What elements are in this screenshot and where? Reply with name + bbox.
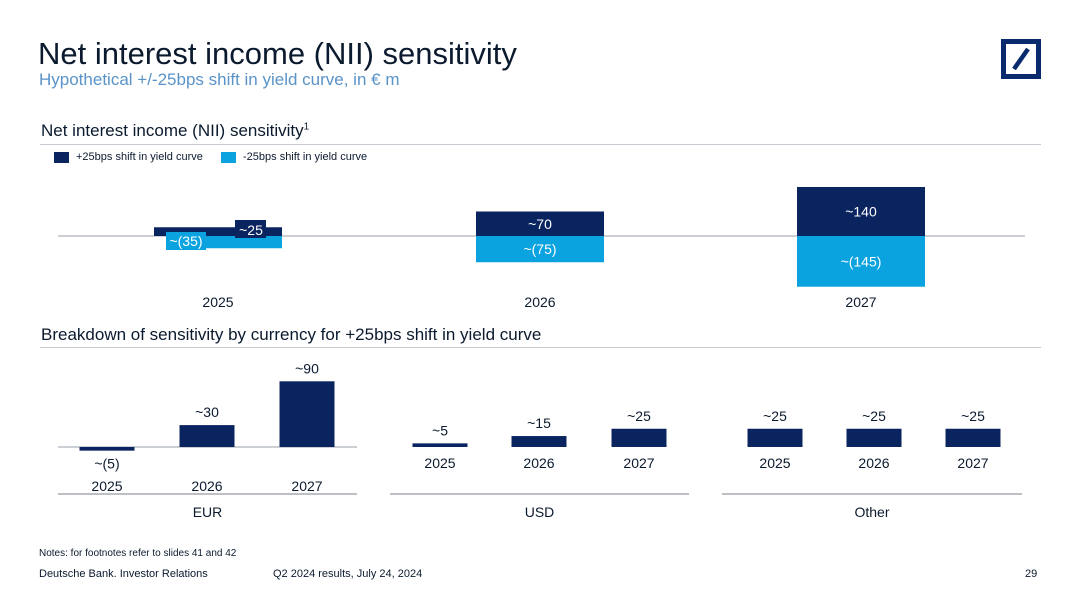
- bar-eur-2027: [279, 381, 335, 447]
- bar-minus25-2026: [476, 236, 604, 263]
- x-label-other-2027: 2027: [957, 455, 988, 471]
- legend-minus-label: -25bps shift in yield curve: [243, 151, 368, 163]
- section1-divider: [40, 144, 1041, 145]
- section1-title: Net interest income (NII) sensitivity1: [41, 121, 310, 140]
- group-label-other: Other: [854, 504, 889, 520]
- label-eur-2027: ~90: [295, 360, 319, 376]
- logo-slash-icon: [1012, 47, 1030, 71]
- bar-plus25-2025: [154, 227, 282, 236]
- bar-usd-2026: [511, 436, 567, 447]
- bar-plus25-2027: [797, 187, 925, 236]
- x-label-usd-2025: 2025: [424, 455, 455, 471]
- x-label-eur-2026: 2026: [191, 478, 222, 494]
- label-plus25-2025: ~25: [239, 222, 263, 238]
- x-label-2025: 2025: [202, 294, 233, 310]
- label-other-2026: ~25: [862, 408, 886, 424]
- bar-eur-2026: [179, 425, 235, 447]
- section2-title: Breakdown of sensitivity by currency for…: [41, 325, 542, 344]
- label-other-2025: ~25: [763, 408, 787, 424]
- group-label-eur: EUR: [193, 504, 223, 520]
- bar-usd-2025: [412, 443, 468, 447]
- label-minus25-2025: ~(35): [169, 233, 202, 249]
- bar-other-2025: [747, 428, 803, 447]
- x-label-other-2026: 2026: [858, 455, 889, 471]
- legend-plus-swatch: [54, 151, 69, 163]
- footer-notes: Notes: for footnotes refer to slides 41 …: [39, 548, 237, 559]
- label-minus25-2027: ~(145): [841, 253, 882, 269]
- legend-plus: +25bps shift in yield curve: [54, 151, 203, 163]
- bar-minus25-2027: [797, 236, 925, 287]
- footer-company: Deutsche Bank. Investor Relations: [39, 568, 208, 580]
- bar-usd-2027: [611, 428, 667, 447]
- label-minus25-2026: ~(75): [523, 241, 556, 257]
- group-label-usd: USD: [525, 504, 555, 520]
- bar-other-2026: [846, 428, 902, 447]
- x-label-2026: 2026: [524, 294, 555, 310]
- x-label-2027: 2027: [845, 294, 876, 310]
- footer-event: Q2 2024 results, July 24, 2024: [273, 568, 423, 580]
- nii-sensitivity-chart: ~(35) ~25 2025 ~70 ~(75) 2026 ~140 ~(145) 2027: [58, 187, 1025, 310]
- legend-minus: -25bps shift in yield curve: [221, 151, 367, 163]
- label-plus25-2026: ~70: [528, 216, 552, 232]
- bar-other-2027: [945, 428, 1001, 447]
- deutsche-bank-logo: [1001, 39, 1041, 79]
- x-label-eur-2025: 2025: [91, 478, 122, 494]
- page-title: Net interest income (NII) sensitivity: [38, 36, 517, 71]
- section2-divider: [40, 347, 1041, 348]
- label-usd-2027: ~25: [627, 408, 651, 424]
- label-eur-2026: ~30: [195, 404, 219, 420]
- label-usd-2026: ~15: [527, 415, 551, 431]
- x-label-usd-2026: 2026: [523, 455, 554, 471]
- label-eur-2025: ~(5): [94, 456, 119, 472]
- x-label-eur-2027: 2027: [291, 478, 322, 494]
- legend-minus-swatch: [221, 151, 236, 163]
- x-label-other-2025: 2025: [759, 455, 790, 471]
- page-subtitle: Hypothetical +/-25bps shift in yield cur…: [39, 70, 400, 89]
- page-number: 29: [1025, 568, 1038, 580]
- x-label-usd-2027: 2027: [623, 455, 654, 471]
- label-bg-minus25-2025: [166, 232, 206, 250]
- bar-plus25-2026: [476, 211, 604, 236]
- label-usd-2025: ~5: [432, 422, 448, 438]
- legend-plus-label: +25bps shift in yield curve: [76, 151, 203, 163]
- bar-eur-2025: [79, 447, 135, 451]
- label-other-2027: ~25: [961, 408, 985, 424]
- label-bg-plus25-2025: [235, 220, 266, 238]
- currency-breakdown-chart: ~(5) 2025 ~30 2026 ~90 2027 EUR ~5 2025 ~15 2026 ~2…: [58, 360, 1022, 520]
- label-plus25-2027: ~140: [845, 204, 877, 220]
